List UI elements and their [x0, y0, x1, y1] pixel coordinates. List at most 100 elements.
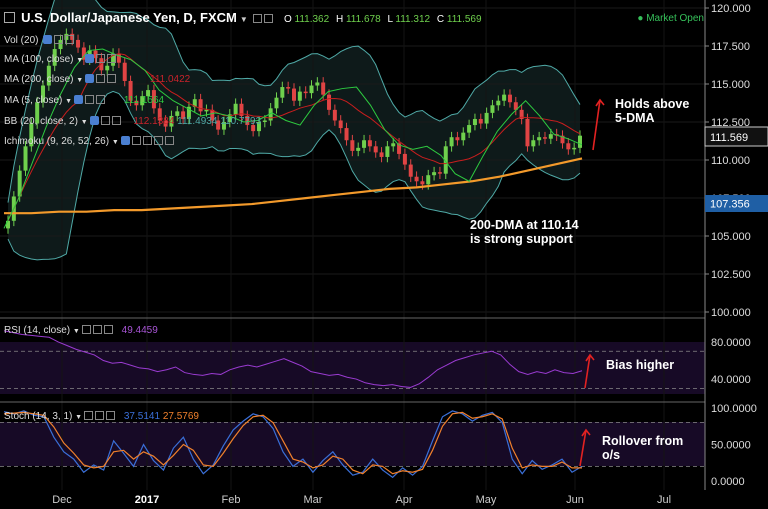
candle-body — [502, 94, 507, 101]
candle-body — [455, 137, 460, 141]
eye-icon[interactable] — [89, 116, 99, 125]
settings-icon[interactable] — [100, 116, 110, 125]
candle-body — [286, 87, 291, 89]
chart-menu-icon[interactable] — [4, 12, 15, 23]
legend-vol[interactable]: Vol (20) — [4, 35, 75, 46]
ohlc-close-value: 111.569 — [446, 14, 482, 25]
chevron-down-icon[interactable]: ▼ — [111, 139, 119, 146]
candle-body — [449, 137, 454, 147]
candle-body — [116, 53, 121, 63]
candle-body — [29, 123, 34, 147]
eye-icon[interactable] — [85, 54, 95, 63]
legend-rsi[interactable]: RSI (14, close) ▼ 49.4459 — [4, 325, 158, 336]
legend-stoch[interactable]: Stoch (14, 3, 1) ▼ 37.5141 27.5769 — [4, 411, 199, 422]
settings-icon[interactable] — [85, 95, 95, 104]
grid-icon[interactable] — [263, 14, 273, 23]
x-tick-label: Jul — [657, 494, 671, 506]
settings-icon[interactable] — [81, 325, 91, 334]
eye-icon[interactable] — [85, 74, 95, 83]
legend-bb-lower: 110.7793 — [220, 116, 262, 127]
settings-icon[interactable] — [131, 136, 141, 145]
close-icon[interactable] — [65, 35, 75, 44]
chevron-down-icon[interactable]: ▼ — [65, 98, 73, 105]
arrow-icon — [579, 429, 587, 467]
candle-body — [163, 120, 168, 127]
eye-icon[interactable] — [74, 95, 84, 104]
candle-body — [443, 146, 448, 174]
legend-ma200[interactable]: MA (200, close) ▼ — [4, 74, 117, 85]
candle-body — [262, 120, 267, 122]
x-tick-label: May — [476, 494, 497, 506]
candle-body — [513, 102, 518, 110]
symbol-title[interactable]: U.S. Dollar/Japanese Yen, D, FXCM — [21, 10, 237, 25]
candle-body — [274, 97, 279, 109]
candle-body — [303, 91, 308, 94]
legend-bb[interactable]: BB (20, close, 2) ▼ 112.1384 111.4934 11… — [4, 116, 261, 127]
candle-body — [280, 87, 285, 98]
candle-body — [572, 147, 577, 150]
legend-bb-label: BB (20, close, 2) — [4, 116, 78, 127]
stoch-d-line — [3, 411, 582, 475]
add-icon[interactable] — [153, 136, 163, 145]
market-status-dot-icon: ● — [637, 13, 644, 24]
x-tick-label: Mar — [304, 494, 323, 506]
candle-body — [76, 39, 81, 48]
settings-icon[interactable] — [54, 35, 64, 44]
ma200-price-tag — [705, 195, 768, 212]
close-icon[interactable] — [107, 74, 117, 83]
candle-body — [210, 109, 215, 121]
settings-icon[interactable] — [96, 54, 106, 63]
eye-icon[interactable] — [120, 136, 130, 145]
close-icon[interactable] — [106, 411, 116, 420]
code-icon[interactable] — [92, 325, 102, 334]
annotation-bias: Bias higher — [606, 358, 675, 372]
candle-body — [41, 85, 46, 103]
candle-body — [397, 143, 402, 154]
settings-icon[interactable] — [84, 411, 94, 420]
last-price-tag-label: 111.569 — [710, 132, 748, 144]
x-tick-label: Dec — [52, 494, 72, 506]
candle-body — [52, 49, 57, 66]
settings-icon[interactable] — [96, 74, 106, 83]
legend-ma5[interactable]: MA (5, close) ▼ 111.1564 — [4, 95, 164, 106]
symbol-dropdown-icon[interactable]: ▼ — [239, 15, 248, 24]
settings-icon[interactable] — [252, 14, 262, 23]
chevron-down-icon[interactable]: ▼ — [75, 414, 83, 421]
close-icon[interactable] — [164, 136, 174, 145]
candle-body — [467, 125, 472, 133]
eye-icon[interactable] — [43, 35, 53, 44]
candle-body — [146, 90, 151, 97]
legend-ma200-label: MA (200, close) — [4, 74, 74, 85]
rsi-tick-label: 80.0000 — [711, 337, 751, 349]
close-icon[interactable] — [103, 325, 113, 334]
candle-body — [169, 115, 174, 127]
arrow-head-icon — [585, 353, 595, 362]
close-icon[interactable] — [107, 54, 117, 63]
candle-body — [420, 181, 425, 185]
chevron-down-icon[interactable]: ▼ — [76, 77, 84, 84]
ma5-line — [3, 48, 583, 229]
stoch-tick-label: 0.0000 — [711, 476, 745, 488]
chevron-down-icon[interactable]: ▼ — [76, 57, 84, 64]
candle-body — [537, 137, 542, 141]
close-icon[interactable] — [96, 95, 106, 104]
candle-body — [327, 94, 332, 110]
close-icon[interactable] — [111, 116, 121, 125]
legend-ichimoku[interactable]: Ichimoku (9, 26, 52, 26) ▼ — [4, 136, 174, 147]
legend-ma100-value: 111.0422 — [150, 74, 191, 85]
candle-body — [484, 112, 489, 124]
arrow-icon — [584, 354, 591, 389]
candle-body — [256, 122, 261, 132]
arrow-icon — [592, 99, 601, 151]
chevron-down-icon[interactable]: ▼ — [72, 328, 80, 335]
code-icon[interactable] — [95, 411, 105, 420]
candle-body — [490, 105, 495, 113]
arrow-head-icon — [595, 98, 605, 107]
candle-body — [233, 103, 238, 115]
candle-body — [17, 170, 22, 197]
chevron-down-icon[interactable]: ▼ — [80, 119, 88, 126]
legend-ma100[interactable]: MA (100, close) ▼ — [4, 54, 117, 65]
code-icon[interactable] — [142, 136, 152, 145]
legend-rsi-value: 49.4459 — [121, 325, 158, 336]
